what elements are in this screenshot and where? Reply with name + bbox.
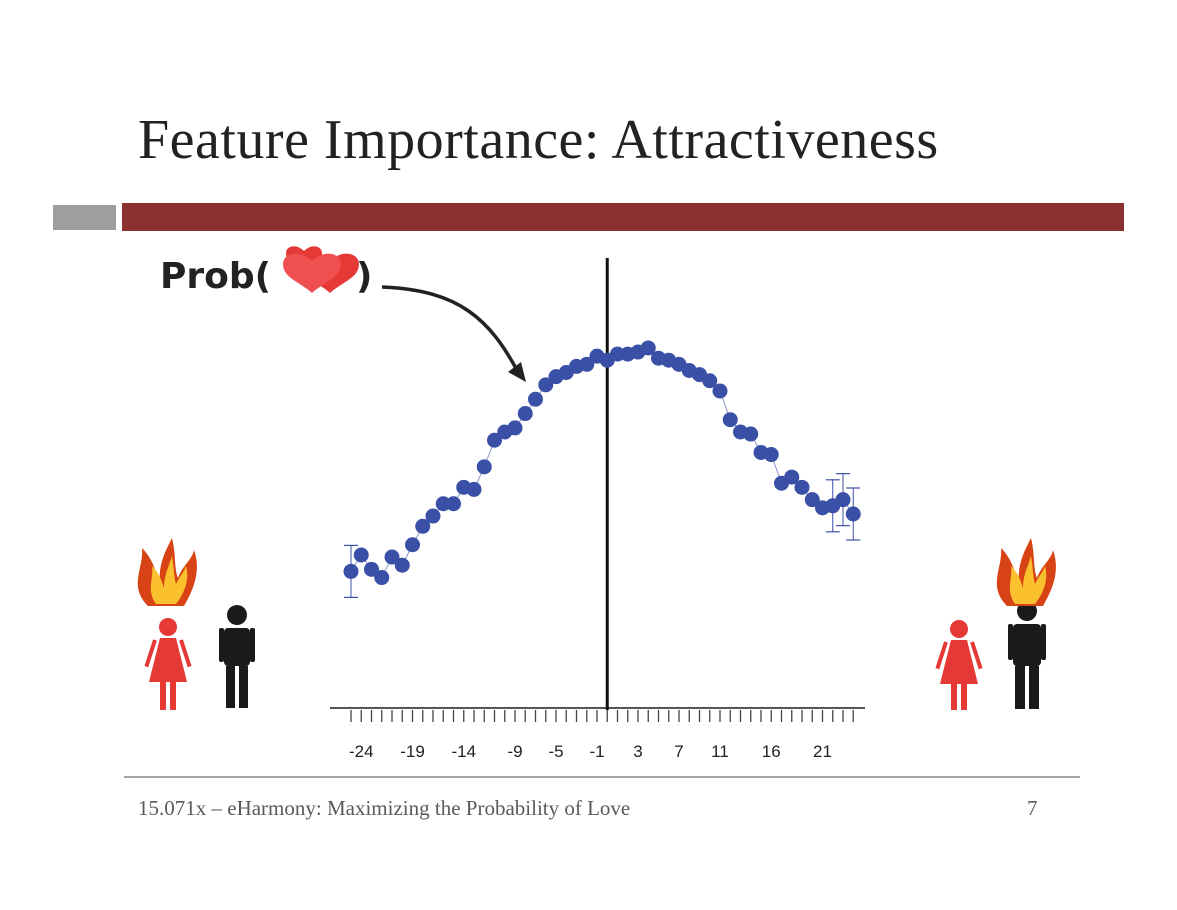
slide-title: Feature Importance: Attractiveness xyxy=(138,109,939,171)
x-tick-label: 11 xyxy=(711,742,729,761)
data-point xyxy=(517,406,533,422)
flame-icon xyxy=(137,538,197,606)
x-axis-tick-labels: -24 -19 -14 -9 -5 -1 3 7 11 16 21 xyxy=(349,742,832,761)
right-figures xyxy=(935,538,1056,710)
data-point xyxy=(784,469,800,485)
data-point xyxy=(538,377,554,393)
x-tick-label: -1 xyxy=(589,742,604,761)
x-tick-label: -9 xyxy=(507,742,522,761)
title-bar xyxy=(122,203,1124,231)
data-point xyxy=(794,479,810,495)
footer-rule xyxy=(124,776,1080,778)
data-point xyxy=(405,537,420,553)
x-tick-label: -5 xyxy=(548,742,563,761)
error-bars xyxy=(344,473,861,599)
x-tick-label: 3 xyxy=(633,742,642,761)
data-point xyxy=(579,356,595,372)
x-tick-label: 21 xyxy=(813,742,832,761)
data-point xyxy=(394,557,410,573)
data-point xyxy=(384,549,400,565)
footer-text: 15.071x – eHarmony: Maximizing the Proba… xyxy=(138,796,631,820)
data-point xyxy=(435,496,451,512)
data-point xyxy=(702,373,718,389)
annotation-suffix: ) xyxy=(356,256,372,297)
arrow-head xyxy=(508,362,526,382)
data-point xyxy=(845,506,861,522)
data-point xyxy=(712,383,728,399)
data-point xyxy=(446,496,461,512)
data-point xyxy=(722,412,738,428)
data-point xyxy=(343,563,359,579)
data-point xyxy=(835,492,851,508)
data-point xyxy=(743,426,759,442)
left-figures xyxy=(137,538,255,710)
data-point xyxy=(466,481,482,497)
x-tick-label: 7 xyxy=(674,742,683,761)
series-line xyxy=(350,347,854,579)
annotation-arrow xyxy=(381,285,520,373)
x-tick-label: -24 xyxy=(349,742,374,761)
data-point xyxy=(364,561,379,577)
data-point xyxy=(610,346,625,362)
x-tick-label: 16 xyxy=(762,742,781,761)
data-point xyxy=(528,391,543,407)
data-point xyxy=(374,570,390,586)
annotation-prefix: Prob( xyxy=(160,256,271,297)
man-icon xyxy=(1008,601,1046,709)
woman-icon xyxy=(935,620,983,710)
data-point xyxy=(640,340,656,356)
data-point xyxy=(487,432,502,448)
data-points xyxy=(343,340,861,586)
woman-icon xyxy=(144,618,192,710)
flame-icon xyxy=(996,538,1056,606)
page-number: 7 xyxy=(1027,796,1038,820)
x-tick-label: -19 xyxy=(400,742,425,761)
x-axis-ticks xyxy=(350,710,854,722)
data-point xyxy=(507,420,523,436)
data-point xyxy=(763,447,779,463)
hearts-icon xyxy=(283,246,359,293)
data-point xyxy=(353,547,369,563)
data-point xyxy=(415,518,431,534)
series-polyline xyxy=(350,347,854,579)
man-icon xyxy=(219,605,255,708)
title-bar-accent xyxy=(53,205,116,230)
probability-annotation: Prob( ) xyxy=(160,246,526,382)
data-point xyxy=(476,459,492,475)
data-point xyxy=(425,508,441,524)
data-point xyxy=(804,492,820,508)
x-tick-label: -14 xyxy=(451,742,476,761)
